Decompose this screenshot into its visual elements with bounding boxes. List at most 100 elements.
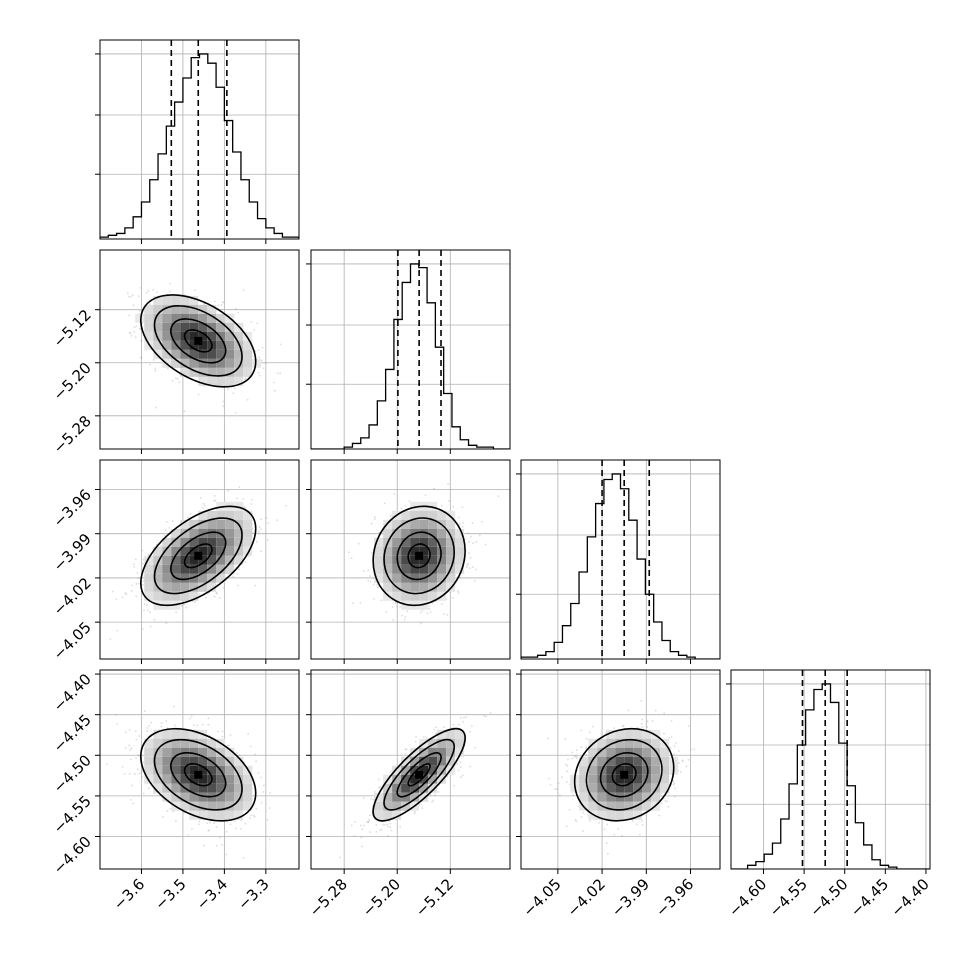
scatter-point — [556, 788, 559, 790]
density-cell — [225, 331, 235, 341]
x-tick-label: −3.5 — [151, 875, 189, 913]
scatter-point — [666, 800, 669, 803]
density-cell — [189, 564, 199, 574]
scatter-point — [194, 289, 196, 292]
density-cell — [410, 573, 420, 583]
scatter-point — [221, 730, 224, 733]
scatter-point — [258, 530, 260, 533]
density-cell — [606, 783, 616, 793]
scatter-point — [128, 332, 131, 335]
density-cell — [374, 810, 384, 820]
scatter-point — [459, 576, 462, 579]
scatter-point — [130, 784, 133, 787]
density-cell — [234, 367, 244, 377]
density-cell — [401, 774, 411, 784]
density-cell — [401, 519, 411, 529]
density-cell — [198, 519, 208, 529]
scatter-point — [404, 616, 407, 618]
density-cell — [171, 747, 181, 757]
density-cell — [401, 510, 411, 520]
scatter-point — [160, 725, 163, 728]
density-cell — [189, 801, 199, 811]
scatter-point — [253, 815, 256, 818]
density-cell — [216, 774, 226, 784]
scatter-point — [225, 853, 228, 856]
scatter-point — [138, 772, 141, 775]
scatter-point — [467, 563, 470, 565]
scatter-point — [571, 751, 573, 754]
scatter-point — [142, 580, 145, 583]
density-cell — [171, 349, 181, 359]
scatter-point — [259, 550, 262, 553]
density-cell — [171, 528, 181, 538]
density-cell — [597, 738, 607, 748]
density-cell — [180, 756, 190, 766]
scatter-point — [140, 356, 143, 359]
scatter-point — [121, 765, 124, 768]
scatter-point — [138, 309, 141, 312]
scatter-point — [413, 812, 416, 815]
density-cell — [144, 591, 154, 601]
density-cell — [633, 783, 643, 793]
density-cell — [579, 774, 589, 784]
scatter-point — [386, 825, 389, 828]
density-cell — [189, 765, 199, 775]
density-cell — [410, 510, 420, 520]
scatter-point — [141, 549, 144, 552]
density-cell — [579, 765, 589, 775]
scatter-point — [385, 611, 388, 613]
density-cell — [401, 555, 411, 565]
scatter-point — [173, 724, 176, 727]
density-cell — [428, 738, 438, 748]
density-cell — [207, 810, 217, 820]
scatter-point — [401, 614, 403, 617]
density-cell — [153, 738, 163, 748]
scatter-point — [162, 816, 164, 818]
scatter-point — [369, 575, 371, 578]
scatter-point — [222, 400, 225, 403]
scatter-point — [431, 801, 434, 803]
density-cell — [392, 573, 402, 583]
density-cell — [383, 555, 393, 565]
scatter-point — [458, 516, 461, 519]
density-cell — [225, 783, 235, 793]
contour-level-1 — [170, 318, 227, 364]
scatter-point — [137, 577, 140, 579]
scatter-point — [422, 735, 425, 738]
scatter-point — [585, 746, 588, 749]
scatter-point — [399, 606, 401, 608]
density-cell — [392, 810, 402, 820]
scatter-point — [142, 792, 145, 795]
density-cell — [216, 331, 226, 341]
scatter-point — [269, 792, 271, 794]
scatter-point — [383, 502, 386, 505]
density-cell — [144, 313, 154, 323]
density-cell — [624, 765, 634, 775]
scatter-point — [674, 787, 677, 790]
density-cell — [216, 801, 226, 811]
density-cell — [153, 729, 163, 739]
scatter-point — [461, 506, 464, 509]
density-cell — [401, 756, 411, 766]
density-cell — [615, 765, 625, 775]
density-cell — [216, 313, 226, 323]
x-tick-label: −4.60 — [725, 875, 770, 920]
density-cell — [180, 738, 190, 748]
scatter-point — [406, 610, 409, 613]
density-cell — [428, 537, 438, 547]
panel-2-2 — [516, 459, 721, 664]
density-cell — [401, 573, 411, 583]
scatter-point — [229, 734, 232, 737]
density-cell — [419, 747, 429, 757]
x-tick-label: −3.3 — [234, 875, 272, 913]
density-cell — [428, 564, 438, 574]
density-cell — [153, 349, 163, 359]
density-cell — [606, 801, 616, 811]
density-cell — [374, 573, 384, 583]
scatter-point — [213, 494, 216, 497]
scatter-point — [154, 406, 157, 409]
density-cell — [198, 376, 208, 386]
density-cell — [410, 792, 420, 802]
scatter-point — [558, 794, 561, 796]
density-cell — [374, 537, 384, 547]
